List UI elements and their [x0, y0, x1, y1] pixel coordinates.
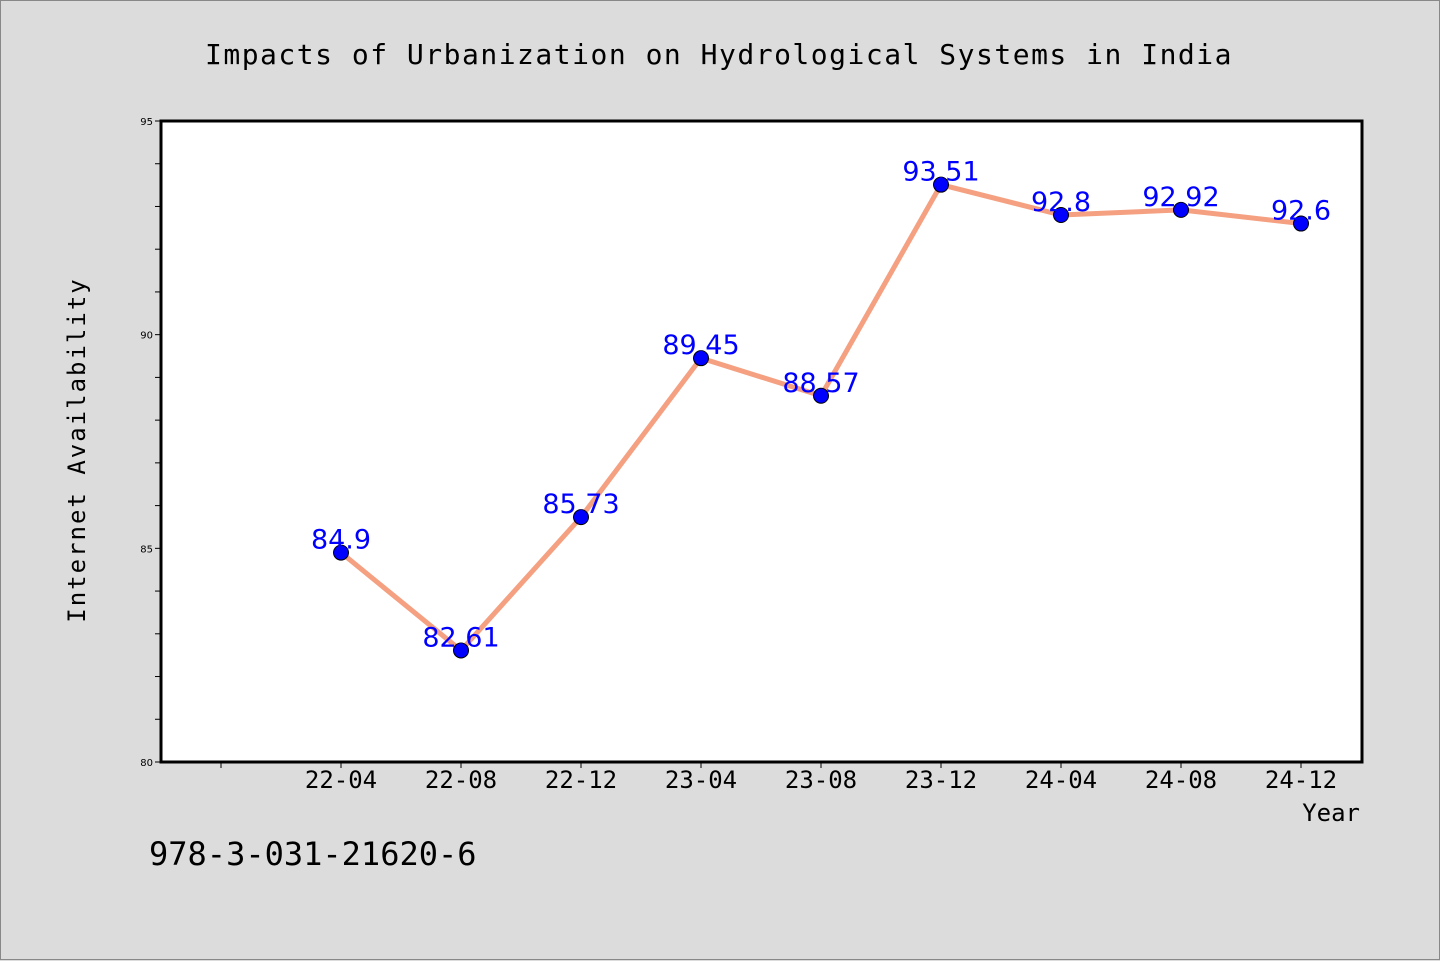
data-label: 92.6: [1271, 196, 1331, 227]
data-point: [813, 387, 829, 404]
y-tick-label: 90: [140, 331, 153, 342]
x-tick-label: 24-04: [1025, 766, 1097, 794]
footer-text: 978-3-031-21620-6: [149, 835, 477, 873]
data-label: 89.45: [662, 330, 739, 361]
x-tick-label: 23-04: [665, 766, 737, 794]
data-label: 93.51: [902, 157, 979, 188]
data-label: 82.61: [422, 622, 499, 653]
y-axis-label: Internet Availability: [63, 277, 91, 622]
data-point: [333, 544, 349, 561]
data-label: 92.8: [1031, 187, 1091, 218]
x-tick-label: 23-12: [905, 766, 977, 794]
x-axis: 22-04 22-08 22-12 23-04 23-08 23-12 24-04 24-08…: [220, 762, 1337, 794]
y-tick-label: 85: [140, 544, 153, 555]
data-point: [453, 642, 469, 659]
data-label: 85.73: [542, 489, 619, 520]
y-axis: 80 85 90 95: [140, 117, 161, 769]
data-point: [1173, 201, 1189, 218]
data-label: 92.92: [1142, 182, 1219, 213]
data-point: [693, 350, 709, 367]
chart-title: Impacts of Urbanization on Hydrological …: [205, 38, 1233, 71]
x-tick-label: 22-08: [425, 766, 497, 794]
series-0: 84.9 82.61 85.73 89.45 88.57 93.51 92.8 92.92 92…: [311, 157, 1331, 659]
x-tick-label: 23-08: [785, 766, 857, 794]
x-tick-label: 24-08: [1145, 766, 1217, 794]
data-label: 88.57: [782, 368, 859, 399]
y-tick-label: 95: [140, 117, 153, 128]
plot-area: [159, 119, 1364, 764]
data-point: [1053, 207, 1069, 224]
y-tick-label: 80: [140, 758, 153, 769]
x-tick-label: 22-04: [305, 766, 377, 794]
x-axis-label: Year: [1302, 799, 1360, 827]
data-point: [573, 509, 589, 526]
x-tick-label: 22-12: [545, 766, 617, 794]
data-label: 84.9: [311, 525, 371, 556]
x-tick-label: 24-12: [1265, 766, 1337, 794]
data-point: [933, 176, 949, 193]
data-point: [1293, 215, 1309, 232]
